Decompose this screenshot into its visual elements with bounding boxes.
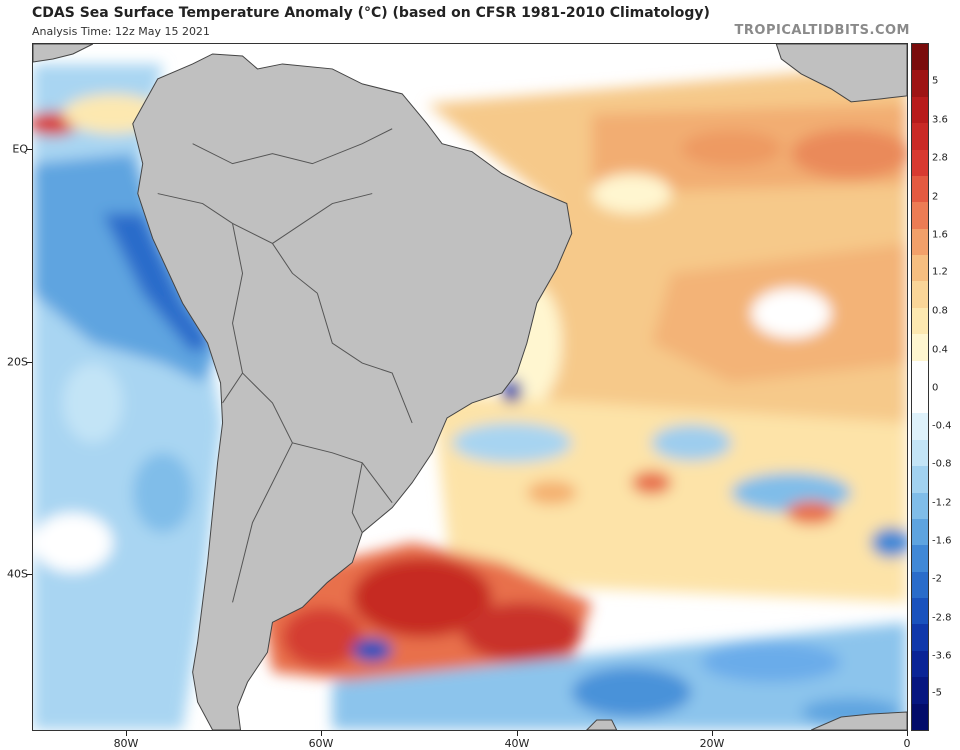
- colorbar-segment: [912, 44, 928, 71]
- lon-label-20w: 20W: [699, 737, 725, 750]
- lat-label-40s: 40S: [7, 567, 28, 581]
- colorbar-segment: [912, 677, 928, 705]
- colorbar-label: 2.8: [932, 152, 948, 164]
- lat-tick-20s: [27, 362, 32, 363]
- brand-watermark: TROPICALTIDBITS.COM: [734, 23, 910, 38]
- lon-tick-0: [907, 731, 908, 736]
- colorbar-segment: [912, 703, 928, 731]
- lon-label-60w: 60W: [308, 737, 334, 750]
- lon-tick-80w: [126, 731, 127, 736]
- lon-tick-40w: [517, 731, 518, 736]
- colorbar-label: 0.4: [932, 344, 948, 356]
- colorbar-segment: [912, 571, 928, 599]
- sst-anomaly-map: [32, 43, 908, 731]
- colorbar-segment: [912, 307, 928, 335]
- colorbar-segment: [912, 255, 928, 282]
- analysis-time: Analysis Time: 12z May 15 2021: [32, 25, 210, 38]
- colorbar-segment: [912, 492, 928, 520]
- colorbar-segment: [912, 439, 928, 467]
- lat-tick-40s: [27, 574, 32, 575]
- lon-label-80w: 80W: [113, 737, 139, 750]
- colorbar-label: -0.4: [932, 420, 952, 432]
- colorbar-segment: [912, 624, 928, 652]
- colorbar-segment: [912, 413, 928, 441]
- colorbar-label: 0: [932, 382, 939, 394]
- country-borders: [157, 128, 413, 603]
- colorbar-segment: [912, 202, 928, 230]
- lat-label-eq: EQ: [12, 142, 28, 156]
- colorbar-segment: [912, 70, 928, 98]
- colorbar-segment: [912, 228, 928, 256]
- colorbar-segment: [912, 387, 928, 414]
- colorbar-segment: [912, 281, 928, 309]
- colorbar-label: 2: [932, 191, 939, 203]
- colorbar-label: -1.6: [932, 535, 952, 547]
- colorbar-label: -3.6: [932, 650, 952, 662]
- anomaly-field: [33, 63, 907, 730]
- colorbar-segment: [912, 518, 928, 546]
- lon-tick-60w: [321, 731, 322, 736]
- colorbar-label: -1.2: [932, 497, 952, 509]
- lon-label-40w: 40W: [504, 737, 530, 750]
- lat-tick-eq: [27, 149, 32, 150]
- colorbar-segment: [912, 650, 928, 678]
- lon-tick-20w: [712, 731, 713, 736]
- lon-label-0: 0: [903, 737, 911, 750]
- colorbar-label: -2: [932, 573, 942, 585]
- map-title: CDAS Sea Surface Temperature Anomaly (°C…: [32, 5, 710, 21]
- colorbar-label: -0.8: [932, 458, 952, 470]
- colorbar-label: -2.8: [932, 612, 952, 624]
- colorbar-segment: [912, 360, 928, 388]
- colorbar-label: 1.2: [932, 266, 948, 278]
- colorbar-segment: [912, 598, 928, 625]
- colorbar-segment: [912, 334, 928, 362]
- colorbar-segment: [912, 545, 928, 573]
- colorbar-label: 3.6: [932, 114, 948, 126]
- colorbar-label: 0.8: [932, 305, 948, 317]
- colorbar-label: 1.6: [932, 229, 948, 241]
- colorbar-segment: [912, 175, 928, 203]
- colorbar: [911, 43, 929, 731]
- colorbar-segment: [912, 123, 928, 151]
- colorbar-segment: [912, 466, 928, 494]
- colorbar-segment: [912, 96, 928, 124]
- colorbar-segment: [912, 149, 928, 177]
- colorbar-label: -5: [932, 687, 942, 699]
- colorbar-label: 5: [932, 75, 939, 87]
- lat-label-20s: 20S: [7, 355, 28, 369]
